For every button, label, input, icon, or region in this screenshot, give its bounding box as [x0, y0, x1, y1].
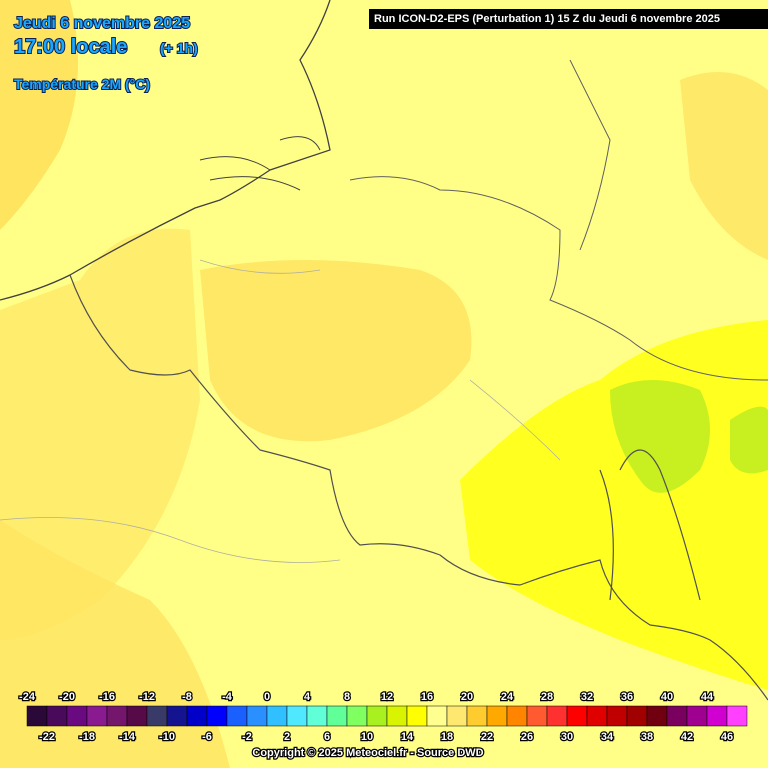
colorbar-label: -6 — [202, 731, 212, 743]
colorbar-swatch — [586, 705, 608, 727]
colorbar-swatch — [206, 705, 228, 727]
colorbar-swatch — [446, 705, 468, 727]
colorbar-label: 4 — [304, 691, 311, 703]
colorbar-label: 26 — [521, 731, 533, 743]
region-border — [0, 259, 561, 563]
time: 17:00 locale — [14, 36, 127, 58]
colorbar-label: 18 — [441, 731, 453, 743]
colorbar-label: -12 — [139, 691, 155, 703]
colorbar-label: -14 — [119, 731, 136, 743]
colorbar-label: 28 — [541, 691, 553, 703]
colorbar-swatch — [706, 705, 728, 727]
colorbar-label: 6 — [324, 731, 330, 743]
colorbar-swatch — [66, 705, 88, 727]
colorbar-label: -10 — [159, 731, 175, 743]
colorbar-swatch — [86, 705, 108, 727]
colorbar-swatch — [666, 705, 688, 727]
colorbar-swatch — [186, 705, 208, 727]
colorbar-swatch — [266, 705, 288, 727]
colorbar-label: 38 — [641, 731, 653, 743]
colorbar-swatch — [506, 705, 528, 727]
colorbar-swatch — [486, 705, 508, 727]
colorbar-label: 20 — [461, 691, 473, 703]
colorbar-label: 22 — [481, 731, 493, 743]
colorbar-swatch — [166, 705, 188, 727]
colorbar-label: 14 — [401, 731, 414, 743]
colorbar-swatch — [246, 705, 268, 727]
colorbar-label: 8 — [344, 691, 350, 703]
colorbar-label: -2 — [242, 731, 252, 743]
colorbar-label: 40 — [661, 691, 673, 703]
colorbar-label: -8 — [182, 691, 192, 703]
warm-area — [200, 260, 472, 442]
time-offset: (+ 1h) — [160, 40, 198, 56]
coastline — [0, 0, 331, 301]
colorbar-swatch — [346, 705, 368, 727]
colorbar-label: -22 — [39, 731, 55, 743]
colorbar-swatch — [106, 705, 128, 727]
colorbar-swatch — [386, 705, 408, 727]
colorbar-label: 0 — [264, 691, 270, 703]
copyright: Copyright © 2025 Meteociel.fr - Source D… — [252, 747, 483, 759]
colorbar-label: -24 — [19, 691, 36, 703]
colorbar-label: 30 — [561, 731, 573, 743]
colorbar-swatch — [326, 705, 348, 727]
colorbar-label: 34 — [601, 731, 614, 743]
coastline — [199, 136, 321, 191]
colorbar-swatch — [306, 705, 328, 727]
colorbar-label: -20 — [59, 691, 75, 703]
run-box — [369, 9, 768, 29]
parameter: Température 2M (°C) — [14, 76, 150, 92]
date: Jeudi 6 novembre 2025 — [14, 15, 190, 32]
colorbar-swatch — [226, 705, 248, 727]
colorbar-swatch — [406, 705, 428, 727]
colorbar-label: 36 — [621, 691, 633, 703]
colorbar-swatch — [286, 705, 308, 727]
cold-area — [610, 380, 710, 493]
colorbar-swatch — [726, 705, 748, 727]
colorbar-label: -18 — [79, 731, 95, 743]
colorbar-label: 32 — [581, 691, 593, 703]
colorbar-label: -16 — [99, 691, 115, 703]
colorbar-swatch — [626, 705, 648, 727]
warm-area — [680, 72, 768, 260]
colorbar-label: 2 — [284, 731, 290, 743]
colorbar-swatch — [366, 705, 388, 727]
colorbar-swatch — [126, 705, 148, 727]
colorbar-label: 10 — [361, 731, 373, 743]
cold-area — [730, 406, 768, 474]
colorbar-label: 16 — [421, 691, 433, 703]
run-info: Run ICON-D2-EPS (Perturbation 1) 15 Z du… — [374, 13, 720, 25]
colorbar-swatch — [146, 705, 168, 727]
sea-warm-area — [0, 0, 78, 230]
colorbar-swatch — [526, 705, 548, 727]
colorbar-swatch — [26, 705, 48, 727]
colorbar-swatch — [466, 705, 488, 727]
colorbar-swatch — [426, 705, 448, 727]
colorbar-swatch — [566, 705, 588, 727]
colorbar-swatch — [686, 705, 708, 727]
colorbar-label: -4 — [222, 691, 233, 703]
border — [599, 449, 701, 601]
colorbar-label: 46 — [721, 731, 733, 743]
border — [349, 59, 768, 381]
colorbar-label: 42 — [681, 731, 693, 743]
colorbar-label: 12 — [381, 691, 393, 703]
border — [69, 274, 768, 701]
colorbar-label: 44 — [701, 691, 714, 703]
colorbar-swatch — [46, 705, 68, 727]
colorbar-swatch — [646, 705, 668, 727]
colorbar-label: 24 — [501, 691, 514, 703]
colorbar-swatch — [546, 705, 568, 727]
colorbar-swatch — [606, 705, 628, 727]
warm-area — [0, 228, 200, 641]
